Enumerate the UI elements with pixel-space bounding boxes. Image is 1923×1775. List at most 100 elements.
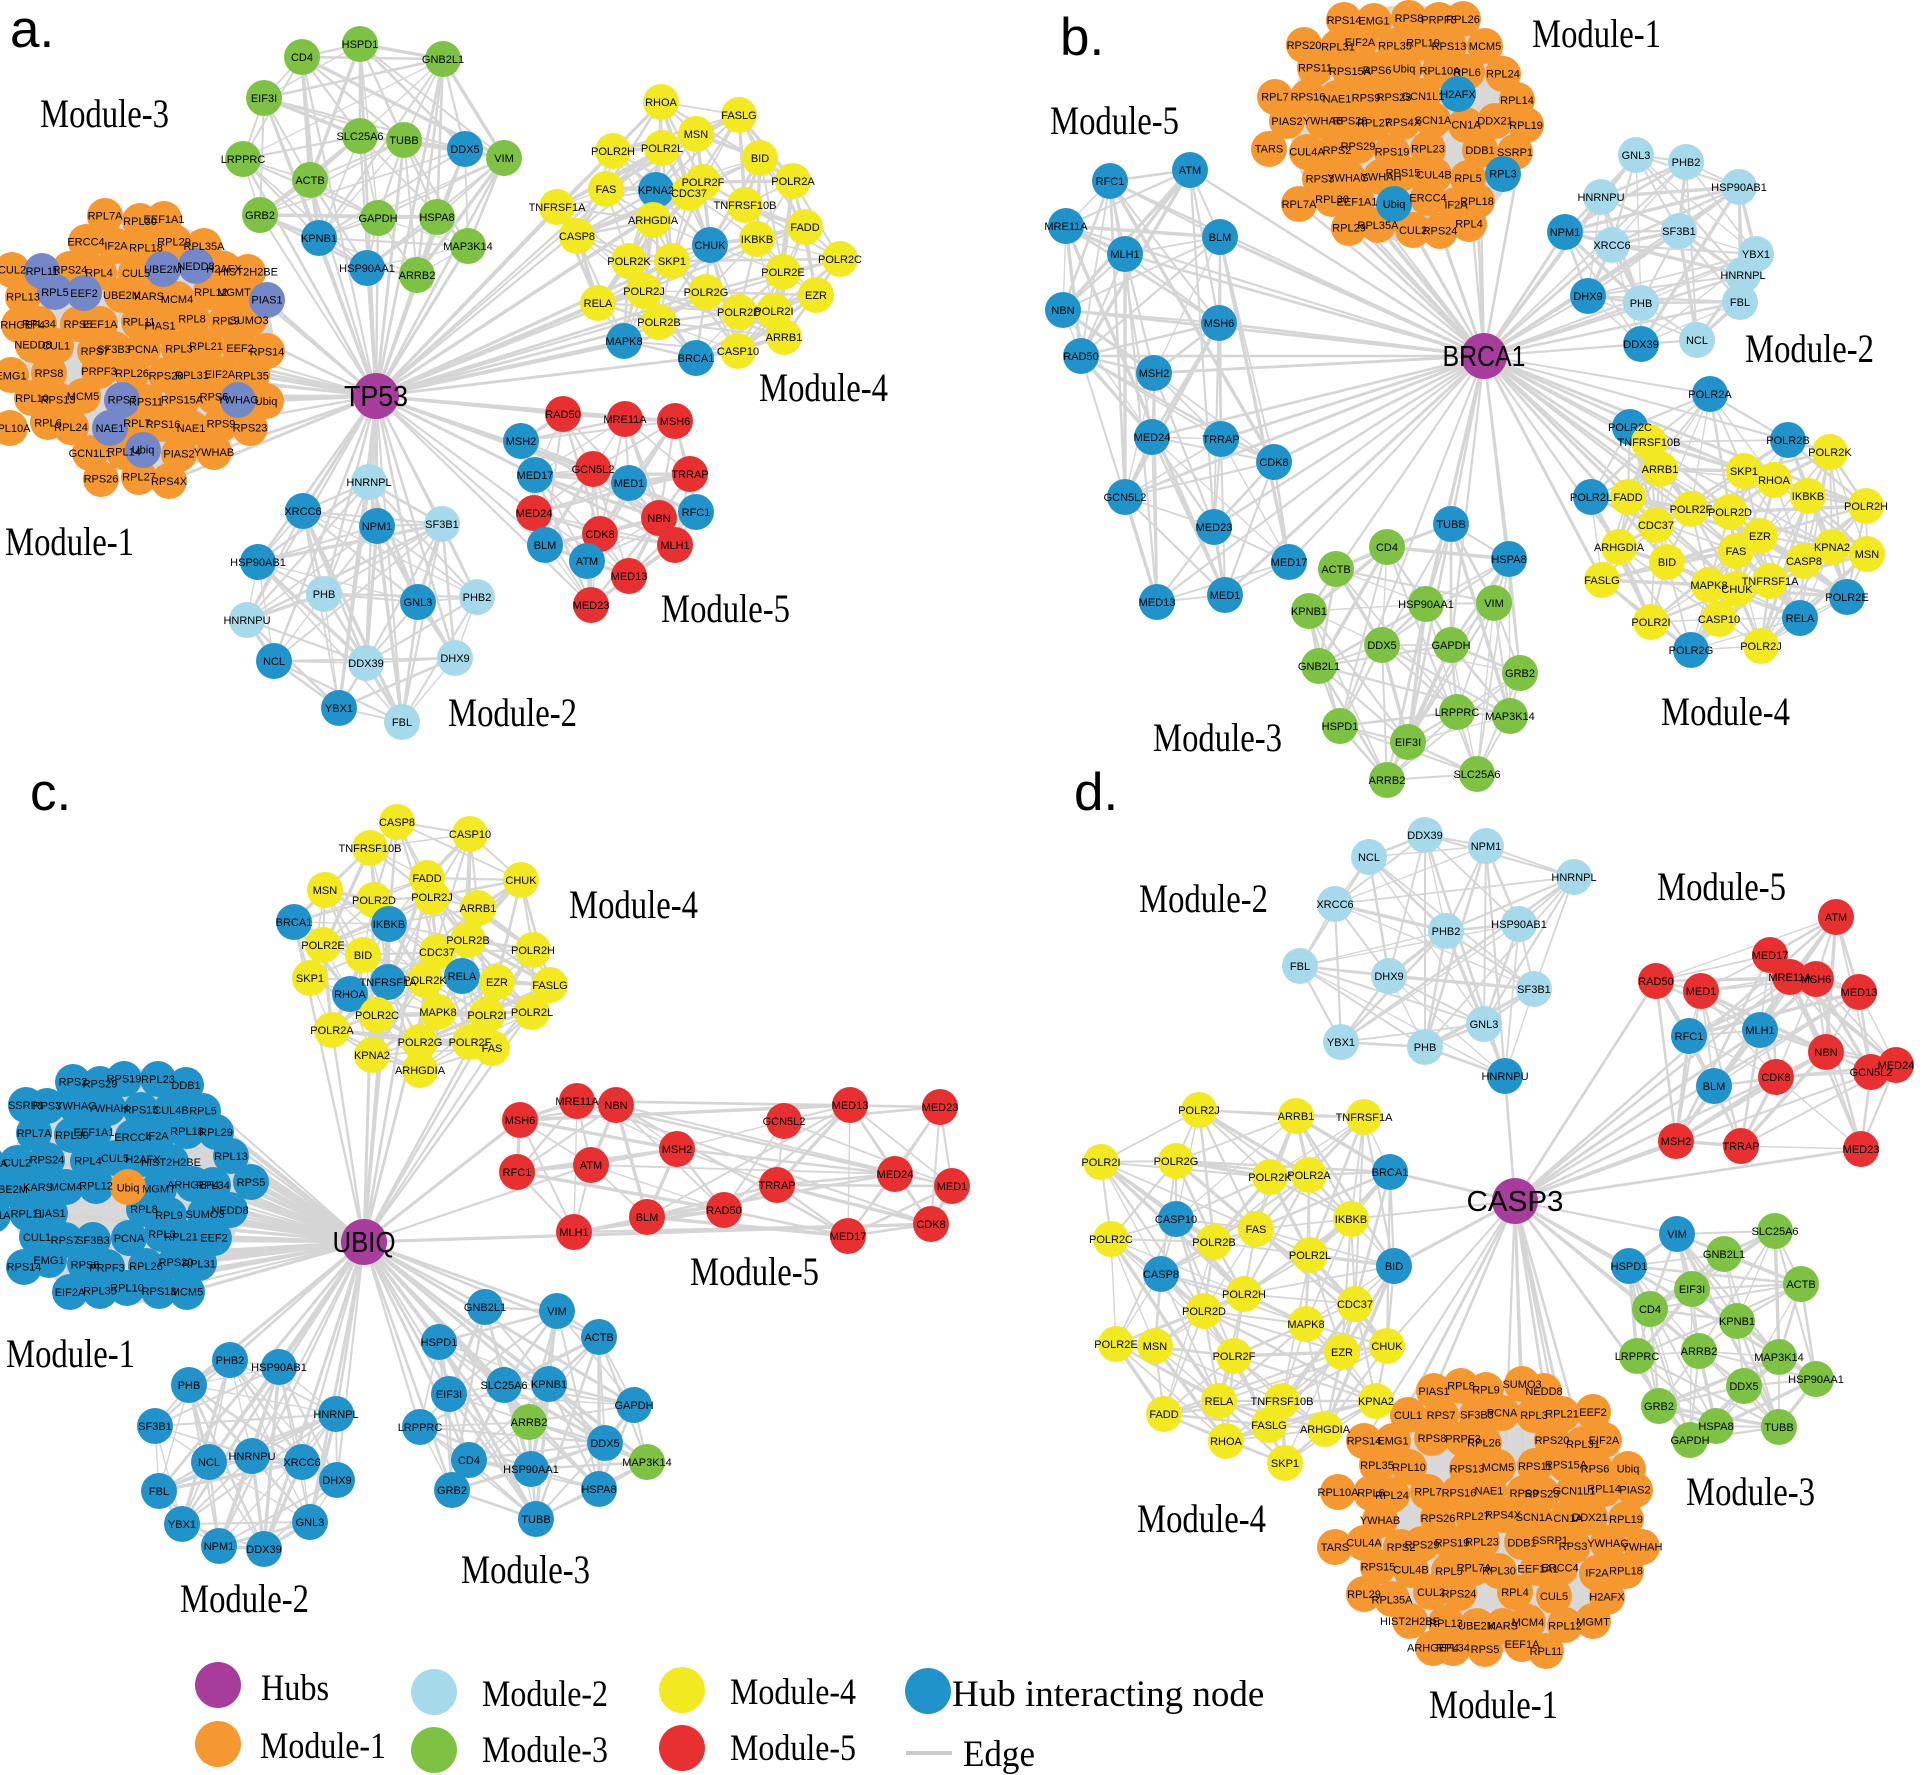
svg-text:GAPDH: GAPDH	[614, 1400, 653, 1412]
svg-text:EEF2: EEF2	[70, 288, 98, 300]
svg-text:RPL9: RPL9	[212, 316, 240, 328]
svg-text:HNRNPL: HNRNPL	[1720, 270, 1765, 282]
svg-text:RPL8: RPL8	[130, 1204, 158, 1216]
svg-text:RPL34: RPL34	[1436, 1643, 1470, 1655]
svg-text:Module-4: Module-4	[1661, 689, 1790, 734]
svg-text:RAD50: RAD50	[1063, 351, 1098, 363]
svg-text:PRPF3: PRPF3	[1445, 1434, 1480, 1446]
svg-text:ARHGDIA: ARHGDIA	[395, 1065, 446, 1077]
svg-text:TUBB: TUBB	[389, 135, 418, 147]
svg-text:MAPK8: MAPK8	[605, 336, 642, 348]
svg-text:RPS20: RPS20	[149, 370, 184, 382]
svg-text:SLC25A6: SLC25A6	[1453, 769, 1500, 781]
svg-text:SCN1A: SCN1A	[1516, 1512, 1553, 1524]
svg-text:RPS20: RPS20	[1535, 1435, 1570, 1447]
svg-text:MSH2: MSH2	[506, 436, 537, 448]
svg-text:POLR2F: POLR2F	[1213, 1351, 1256, 1363]
svg-text:PIAS2: PIAS2	[1619, 1485, 1650, 1497]
svg-text:RPL4: RPL4	[1501, 1587, 1529, 1599]
svg-text:Module-4: Module-4	[730, 1672, 856, 1713]
svg-text:MAP3K14: MAP3K14	[443, 241, 493, 253]
svg-text:RPL29: RPL29	[1332, 223, 1366, 235]
svg-text:POLR2B: POLR2B	[446, 935, 489, 947]
svg-text:PHB: PHB	[313, 589, 336, 601]
svg-text:ARHGDIA: ARHGDIA	[628, 215, 679, 227]
svg-text:MLH1: MLH1	[1110, 249, 1139, 261]
svg-text:RPS8: RPS8	[1418, 1433, 1447, 1445]
svg-text:RPL7: RPL7	[1261, 92, 1289, 104]
svg-text:GNL3: GNL3	[1622, 150, 1651, 162]
svg-text:CD4: CD4	[1639, 1304, 1661, 1316]
svg-text:RPL18: RPL18	[170, 1126, 204, 1138]
svg-text:SCN1A: SCN1A	[1415, 115, 1452, 127]
svg-text:GCN5L2: GCN5L2	[1104, 492, 1147, 504]
svg-text:RPS6: RPS6	[200, 391, 229, 403]
svg-text:RPL31: RPL31	[182, 1258, 216, 1270]
svg-text:TNFRSF10B: TNFRSF10B	[1618, 437, 1681, 449]
svg-text:RPL35: RPL35	[1360, 1460, 1394, 1472]
svg-text:RPL24: RPL24	[1375, 1490, 1409, 1502]
svg-text:RPL5: RPL5	[1435, 1566, 1463, 1578]
svg-text:ARRB2: ARRB2	[1369, 775, 1406, 787]
svg-text:CASP10: CASP10	[449, 829, 491, 841]
svg-text:POLR2K: POLR2K	[403, 975, 447, 987]
svg-text:IF2A: IF2A	[145, 1131, 169, 1143]
svg-text:DDX5: DDX5	[590, 1438, 619, 1450]
svg-text:MAP3K14: MAP3K14	[622, 1457, 672, 1469]
svg-text:BID: BID	[354, 950, 372, 962]
svg-text:ATM: ATM	[576, 556, 598, 568]
svg-text:RELA: RELA	[448, 971, 477, 983]
svg-text:Ubiq: Ubiq	[117, 1182, 140, 1194]
svg-text:HSP90AB1: HSP90AB1	[251, 1362, 307, 1374]
svg-text:RPS14: RPS14	[250, 346, 285, 358]
svg-text:RPL29: RPL29	[157, 236, 191, 248]
svg-text:ERCC4: ERCC4	[1541, 1563, 1578, 1575]
svg-text:POLR2H: POLR2H	[511, 945, 555, 957]
svg-text:GRB2: GRB2	[1644, 1401, 1674, 1413]
svg-text:CHUK: CHUK	[1721, 584, 1753, 596]
svg-text:ACTB: ACTB	[584, 1332, 613, 1344]
svg-text:PHB2: PHB2	[1672, 157, 1701, 169]
svg-text:RPL11: RPL11	[26, 266, 59, 278]
svg-text:MED23: MED23	[1196, 522, 1233, 534]
svg-text:BLM: BLM	[636, 1212, 659, 1224]
svg-text:POLR2L: POLR2L	[511, 1007, 553, 1019]
svg-text:RPL18: RPL18	[1609, 1565, 1643, 1577]
svg-text:BRCA1: BRCA1	[1443, 341, 1526, 373]
svg-text:RPS15A: RPS15A	[1545, 1459, 1588, 1471]
svg-text:RPL10A: RPL10A	[1318, 1487, 1360, 1499]
svg-text:RPS20: RPS20	[159, 1257, 194, 1269]
svg-text:HNRNPL: HNRNPL	[1551, 872, 1596, 884]
svg-text:RPS3: RPS3	[1559, 1541, 1588, 1553]
svg-text:DHX9: DHX9	[440, 653, 469, 665]
svg-text:Module-4: Module-4	[1137, 1496, 1266, 1541]
svg-text:CD4: CD4	[1376, 542, 1398, 554]
svg-text:RPL8: RPL8	[178, 313, 206, 325]
svg-text:RPS5: RPS5	[237, 1177, 266, 1189]
svg-text:LRPPRC: LRPPRC	[398, 1422, 443, 1434]
svg-text:POLR2I: POLR2I	[467, 1010, 506, 1022]
svg-text:LRPPRC: LRPPRC	[1615, 1351, 1660, 1363]
svg-text:RPS23: RPS23	[1525, 1488, 1560, 1500]
svg-text:RPL27: RPL27	[122, 472, 156, 484]
svg-text:EIF3I: EIF3I	[251, 93, 277, 105]
svg-text:TNFRSF1A: TNFRSF1A	[1742, 576, 1800, 588]
svg-text:RPL26: RPL26	[1446, 14, 1480, 26]
svg-text:GNL3: GNL3	[404, 597, 433, 609]
svg-text:RPS8: RPS8	[35, 368, 64, 380]
svg-text:MED17: MED17	[517, 470, 554, 482]
svg-text:TARS: TARS	[1255, 144, 1284, 156]
svg-text:KPNB1: KPNB1	[1719, 1316, 1755, 1328]
svg-text:RPL3: RPL3	[1489, 169, 1517, 181]
svg-text:MSH6: MSH6	[1204, 318, 1235, 330]
svg-text:DDX5: DDX5	[450, 144, 479, 156]
svg-text:RPL23: RPL23	[1465, 1536, 1499, 1548]
svg-text:CDK8: CDK8	[1259, 457, 1288, 469]
svg-text:RPS5: RPS5	[1471, 1644, 1500, 1656]
svg-text:RPL19: RPL19	[1609, 1514, 1643, 1526]
svg-text:Module-3: Module-3	[40, 91, 169, 136]
svg-text:HNRNPU: HNRNPU	[1577, 192, 1624, 204]
svg-text:XRCC6: XRCC6	[283, 1457, 320, 1469]
svg-text:CDK8: CDK8	[585, 529, 614, 541]
svg-text:DDX21: DDX21	[1572, 1512, 1607, 1524]
